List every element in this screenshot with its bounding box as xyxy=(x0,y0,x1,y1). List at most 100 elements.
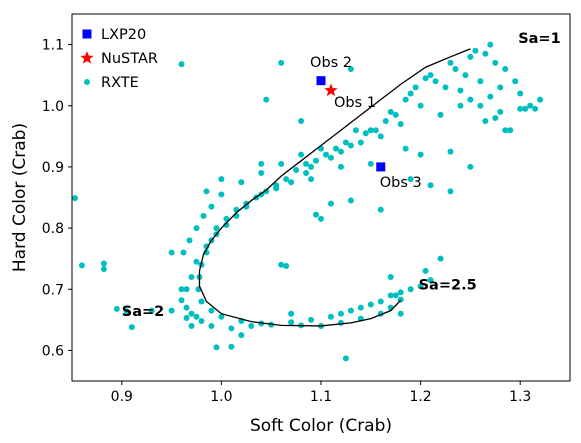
rxte-point xyxy=(477,102,484,109)
rxte-point xyxy=(278,59,285,66)
rxte-point xyxy=(467,96,474,103)
rxte-point xyxy=(337,319,344,326)
rxte-point xyxy=(218,313,225,320)
rxte-point xyxy=(228,325,235,332)
rxte-point xyxy=(218,191,225,198)
y-tick-label: 0.9 xyxy=(42,160,64,176)
rxte-point xyxy=(487,93,494,100)
rxte-point xyxy=(347,142,354,149)
rxte-point xyxy=(487,41,494,48)
rxte-point xyxy=(193,258,200,265)
rxte-point xyxy=(273,185,280,192)
y-axis-label: Hard Color (Crab) xyxy=(10,123,30,272)
rxte-point xyxy=(180,249,187,256)
rxte-point xyxy=(183,286,190,293)
rxte-point xyxy=(517,90,524,97)
rxte-point xyxy=(283,263,290,270)
rxte-point xyxy=(183,304,190,311)
rxte-point xyxy=(532,105,539,112)
legend-marker-square xyxy=(82,29,92,39)
rxte-point xyxy=(278,261,285,268)
lxp20-series xyxy=(316,76,386,172)
annotation-label: Sa=1 xyxy=(518,31,560,47)
rxte-point xyxy=(71,195,78,202)
rxte-point xyxy=(367,127,374,134)
rxte-point xyxy=(168,307,175,314)
rxte-point xyxy=(303,170,310,177)
rxte-point xyxy=(188,322,195,329)
rxte-point xyxy=(278,160,285,167)
rxte-point xyxy=(213,344,220,351)
y-tick-label: 0.7 xyxy=(42,282,64,298)
rxte-point xyxy=(397,289,404,296)
plot-area: Obs 2 Obs 1 Obs 3 Sa=1 Sa=2.5 Sa=2 xyxy=(71,13,571,382)
rxte-point xyxy=(407,286,414,293)
rxte-point xyxy=(362,130,369,137)
rxte-point xyxy=(288,319,295,326)
annotations: Obs 2 Obs 1 Obs 3 Sa=1 Sa=2.5 Sa=2 xyxy=(122,31,561,320)
rxte-point xyxy=(347,66,354,73)
rxte-point xyxy=(437,111,444,118)
rxte-point xyxy=(417,151,424,158)
rxte-point xyxy=(322,151,329,158)
rxte-point xyxy=(318,215,324,222)
lxp20-point xyxy=(316,76,326,86)
rxte-point xyxy=(78,262,85,269)
annotation-label: Obs 3 xyxy=(380,175,422,191)
plot-background xyxy=(72,14,570,381)
rxte-point xyxy=(298,118,305,125)
rxte-point xyxy=(417,283,424,290)
rxte-point xyxy=(427,277,434,284)
rxte-point xyxy=(462,72,469,79)
rxte-point xyxy=(377,133,384,140)
x-tick-label: 0.9 xyxy=(111,389,133,405)
y-axis: 0.6 0.7 0.8 0.9 1.0 1.1 xyxy=(42,38,72,359)
rxte-point xyxy=(447,59,454,66)
rxte-point xyxy=(303,160,310,167)
rxte-point xyxy=(288,179,295,186)
rxte-point xyxy=(342,139,349,146)
rxte-point xyxy=(442,84,449,91)
rxte-point xyxy=(113,305,120,312)
rxte-point xyxy=(497,84,504,91)
rxte-point xyxy=(412,84,419,91)
annotation-label: Sa=2 xyxy=(122,304,164,320)
x-axis-label: Soft Color (Crab) xyxy=(250,416,392,436)
rxte-point xyxy=(128,324,135,331)
rxte-point xyxy=(342,355,349,362)
rxte-point xyxy=(248,322,255,329)
rxte-point xyxy=(472,47,479,54)
rxte-point xyxy=(200,212,207,219)
rxte-point xyxy=(432,78,439,85)
rxte-point xyxy=(313,157,320,164)
x-axis: 0.9 1.0 1.1 1.2 1.3 xyxy=(111,381,531,405)
rxte-point xyxy=(357,139,364,146)
rxte-point xyxy=(452,66,459,73)
rxte-point xyxy=(308,163,315,170)
rxte-point xyxy=(457,87,464,94)
rxte-point xyxy=(313,211,320,218)
rxte-point xyxy=(186,237,193,244)
y-tick-label: 0.6 xyxy=(42,343,64,359)
rxte-point xyxy=(100,260,107,267)
rxte-point xyxy=(178,286,185,293)
rxte-point xyxy=(223,215,230,222)
rxte-point xyxy=(198,298,205,305)
rxte-point xyxy=(367,160,374,167)
x-tick-label: 1.0 xyxy=(210,389,232,405)
rxte-point xyxy=(402,145,409,152)
rxte-point xyxy=(298,151,305,158)
sa-track-curve xyxy=(198,48,471,327)
rxte-point xyxy=(512,78,519,85)
legend-marker-circle xyxy=(84,79,90,85)
rxte-point xyxy=(100,266,107,273)
rxte-point xyxy=(377,206,384,213)
legend-marker-star xyxy=(80,51,94,64)
rxte-point xyxy=(168,249,175,256)
legend-label: LXP20 xyxy=(101,27,146,43)
rxte-point xyxy=(492,59,499,66)
rxte-point xyxy=(477,78,484,85)
rxte-point xyxy=(482,50,489,57)
nustar-point xyxy=(324,83,338,97)
